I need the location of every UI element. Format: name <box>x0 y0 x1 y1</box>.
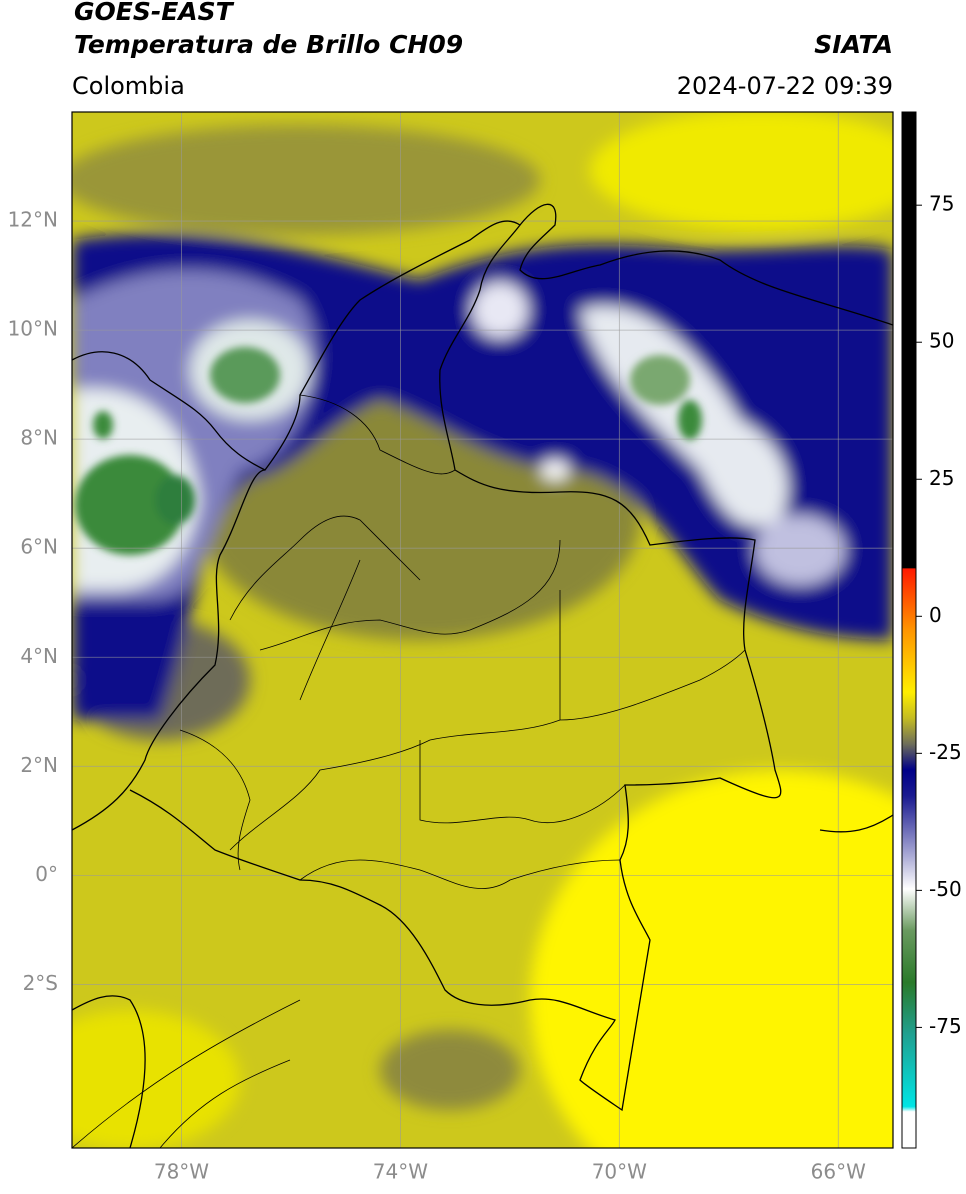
lat-tick-label: 12°N <box>8 208 58 232</box>
graticule <box>72 112 893 1148</box>
colorbar-tick-label: 75 <box>929 192 954 216</box>
colorbar-tick-label: 50 <box>929 329 954 353</box>
ticks: 78°W 74°W 70°W 66°W 12°N 10°N 8°N 6°N 4°N 2°N 0° 2°… <box>8 192 962 1184</box>
title: GOES-EAST <box>74 0 235 26</box>
lat-tick-label: 6°N <box>20 535 58 559</box>
source: SIATA <box>814 30 893 59</box>
colorbar-tick-label: -50 <box>929 877 962 901</box>
colorbar-tick-label: 25 <box>929 466 954 490</box>
borders <box>71 203 894 1149</box>
lon-tick-label: 70°W <box>592 1160 647 1184</box>
lon-tick-label: 74°W <box>373 1160 428 1184</box>
colorbar-tick-label: 0 <box>929 603 942 627</box>
colorbar-tick-label: -75 <box>929 1014 962 1038</box>
colorbar <box>901 111 917 1149</box>
satellite-image <box>72 112 893 1148</box>
subtitle: Temperatura de Brillo CH09 <box>74 30 463 59</box>
region: Colombia <box>72 72 185 100</box>
lat-tick-label: 10°N <box>8 317 58 341</box>
lat-tick-label: 2°S <box>23 971 58 995</box>
lat-tick-label: 0° <box>35 862 58 886</box>
lat-tick-label: 8°N <box>20 426 58 450</box>
colorbar-tick-label: -25 <box>929 740 962 764</box>
datetime: 2024-07-22 09:39 <box>677 72 893 100</box>
lon-tick-label: 78°W <box>154 1160 209 1184</box>
lat-tick-label: 4°N <box>20 644 58 668</box>
lat-tick-label: 2°N <box>20 753 58 777</box>
lon-tick-label: 66°W <box>811 1160 866 1184</box>
map-frame <box>71 111 894 1149</box>
